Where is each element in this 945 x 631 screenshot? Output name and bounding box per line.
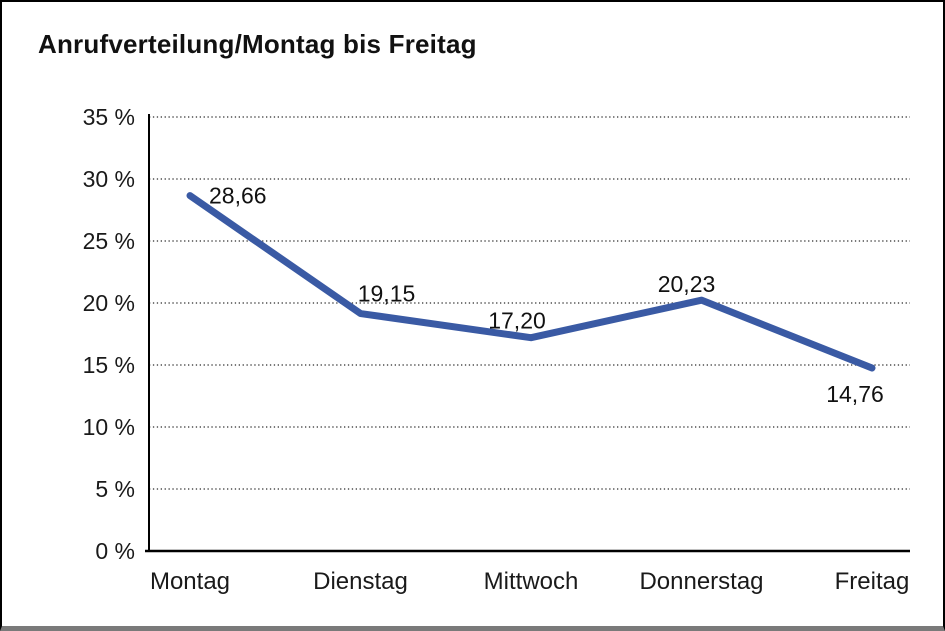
x-category-label: Montag bbox=[150, 568, 230, 595]
y-tick-label: 25 % bbox=[83, 228, 135, 254]
x-category-label: Dienstag bbox=[313, 568, 408, 595]
data-point-label: 19,15 bbox=[358, 281, 416, 307]
series-line bbox=[186, 192, 876, 372]
x-category-label: Mittwoch bbox=[484, 568, 579, 595]
y-tick-label: 30 % bbox=[83, 166, 135, 192]
data-point-label: 20,23 bbox=[658, 271, 716, 297]
y-tick-label: 15 % bbox=[83, 352, 135, 378]
y-tick-label: 0 % bbox=[95, 538, 135, 564]
data-point-label: 14,76 bbox=[826, 381, 884, 407]
y-tick-label: 35 % bbox=[83, 104, 135, 130]
y-tick-label: 20 % bbox=[83, 290, 135, 316]
x-category-label: Freitag bbox=[835, 568, 910, 595]
chart-title: Anrufverteilung/Montag bis Freitag bbox=[38, 29, 477, 59]
y-tick-label: 10 % bbox=[83, 414, 135, 440]
x-category-label: Donnerstag bbox=[639, 568, 763, 595]
data-point-label: 17,20 bbox=[488, 308, 546, 334]
y-tick-label: 5 % bbox=[95, 476, 135, 502]
data-point-label: 28,66 bbox=[209, 183, 267, 209]
